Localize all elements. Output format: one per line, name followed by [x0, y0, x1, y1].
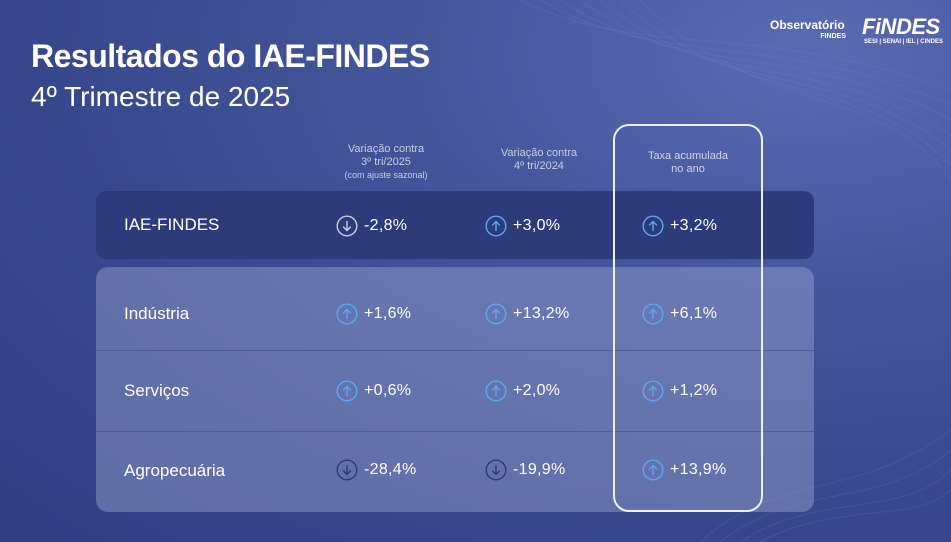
- observatorio-logo: Observatório FINDES: [770, 18, 848, 48]
- value-text: +13,2%: [513, 305, 570, 322]
- value-text: +2,0%: [513, 382, 561, 399]
- value-text: -28,4%: [364, 461, 417, 478]
- row-label-iae-findes: IAE-FINDES: [124, 215, 220, 234]
- value-text: -19,9%: [513, 461, 566, 478]
- value-cell: +13,9%: [642, 457, 727, 483]
- value-cell: +0,6%: [336, 378, 411, 404]
- arrow-up-circle-icon: [336, 380, 358, 402]
- value-cell: +2,0%: [485, 378, 560, 404]
- row-label-industria: Indústria: [124, 304, 190, 323]
- value-cell: +3,2%: [642, 213, 717, 239]
- arrow-down-circle-icon: [485, 459, 507, 481]
- observatorio-logo-text: Observatório: [770, 18, 845, 32]
- value-text: +6,1%: [670, 305, 718, 322]
- column-header-accumulated-rate: Taxa acumulada no ano: [613, 150, 763, 176]
- column-header-vs-same-quarter-last-year: Variação contra 4º tri/2024: [464, 147, 614, 173]
- arrow-down-circle-icon: [336, 459, 358, 481]
- accumulated-rate-highlight-box: [613, 124, 763, 512]
- iae-findes-row-background: [96, 191, 814, 259]
- sectors-panel: [96, 267, 814, 512]
- arrow-up-circle-icon: [336, 303, 358, 325]
- value-cell: +1,2%: [642, 378, 717, 404]
- value-text: +1,2%: [670, 382, 718, 399]
- value-text: -2,8%: [364, 217, 408, 234]
- value-cell: +3,0%: [485, 213, 560, 239]
- row-label-agropecuaria: Agropecuária: [124, 461, 226, 480]
- value-text: +13,9%: [670, 461, 727, 478]
- arrow-up-circle-icon: [642, 215, 664, 237]
- column-header-note: (com ajuste sazonal): [344, 170, 428, 180]
- arrow-up-circle-icon: [642, 303, 664, 325]
- value-cell: -28,4%: [336, 457, 417, 483]
- row-divider: [96, 431, 814, 432]
- arrow-up-circle-icon: [642, 380, 664, 402]
- arrow-up-circle-icon: [485, 215, 507, 237]
- arrow-down-circle-icon: [336, 215, 358, 237]
- column-header-line2: 3º tri/2025: [361, 156, 411, 168]
- value-cell: +6,1%: [642, 301, 717, 327]
- column-header-vs-previous-quarter: Variação contra 3º tri/2025 (com ajuste …: [311, 143, 461, 182]
- value-text: +3,0%: [513, 217, 561, 234]
- row-divider: [96, 350, 814, 351]
- value-cell: +1,6%: [336, 301, 411, 327]
- arrow-up-circle-icon: [642, 459, 664, 481]
- column-header-line1: Variação contra: [500, 147, 578, 159]
- column-header-line1: Taxa acumulada: [647, 150, 729, 162]
- observatorio-logo-subtext: FINDES: [820, 33, 846, 40]
- findes-logo-subtext: SESI | SENAI | IEL | CINDES: [864, 39, 943, 45]
- findes-logo: FiNDES SESI | SENAI | IEL | CINDES: [862, 14, 943, 48]
- arrow-up-circle-icon: [485, 380, 507, 402]
- value-text: +3,2%: [670, 217, 718, 234]
- value-cell: -19,9%: [485, 457, 566, 483]
- value-cell: -2,8%: [336, 213, 407, 239]
- arrow-up-circle-icon: [485, 303, 507, 325]
- value-text: +0,6%: [364, 382, 412, 399]
- page-subtitle: 4º Trimestre de 2025: [31, 81, 291, 112]
- column-header-line2: 4º tri/2024: [514, 160, 564, 172]
- column-header-line1: Variação contra: [347, 143, 425, 155]
- findes-logo-text: FiNDES: [862, 14, 940, 39]
- page-title: Resultados do IAE-FINDES: [31, 38, 430, 74]
- value-cell: +13,2%: [485, 301, 570, 327]
- column-header-line2: no ano: [671, 163, 705, 175]
- value-text: +1,6%: [364, 305, 412, 322]
- row-label-servicos: Serviços: [124, 381, 190, 400]
